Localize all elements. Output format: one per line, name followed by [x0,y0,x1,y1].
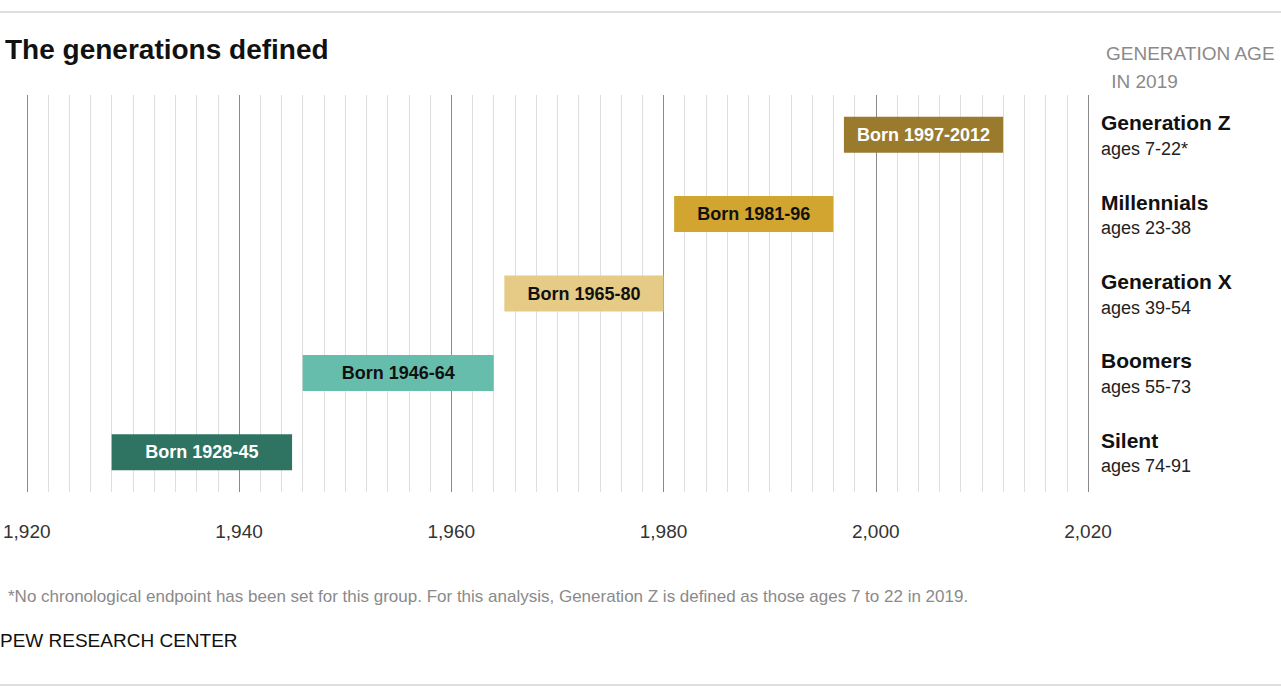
svg-text:ages 55-73: ages 55-73 [1101,377,1191,397]
svg-text:IN 2019: IN 2019 [1106,71,1178,92]
svg-text:ages 74-91: ages 74-91 [1101,456,1191,476]
svg-text:ages 23-38: ages 23-38 [1101,218,1191,238]
svg-text:Generation Z: Generation Z [1101,111,1231,134]
svg-text:Millennials: Millennials [1101,191,1208,214]
svg-text:The generations defined: The generations defined [5,34,329,65]
svg-text:1,940: 1,940 [215,521,263,542]
svg-text:ages 39-54: ages 39-54 [1101,298,1191,318]
svg-text:Born 1981-96: Born 1981-96 [697,204,810,224]
svg-text:1,920: 1,920 [3,521,51,542]
svg-text:Born 1946-64: Born 1946-64 [342,363,455,383]
svg-text:Silent: Silent [1101,429,1158,452]
svg-text:*No chronological endpoint has: *No chronological endpoint has been set … [8,587,968,606]
svg-text:GENERATION AGE: GENERATION AGE [1106,43,1275,64]
svg-text:1,980: 1,980 [640,521,688,542]
svg-text:2,000: 2,000 [852,521,900,542]
svg-text:ages 7-22*: ages 7-22* [1101,139,1188,159]
svg-text:Born 1965-80: Born 1965-80 [527,284,640,304]
svg-text:Born 1997-2012: Born 1997-2012 [857,125,990,145]
svg-text:2,020: 2,020 [1064,521,1112,542]
svg-text:Born 1928-45: Born 1928-45 [145,442,258,462]
svg-text:Generation X: Generation X [1101,270,1232,293]
svg-text:Boomers: Boomers [1101,349,1192,372]
svg-text:1,960: 1,960 [427,521,475,542]
svg-text:PEW RESEARCH CENTER: PEW RESEARCH CENTER [0,630,238,651]
